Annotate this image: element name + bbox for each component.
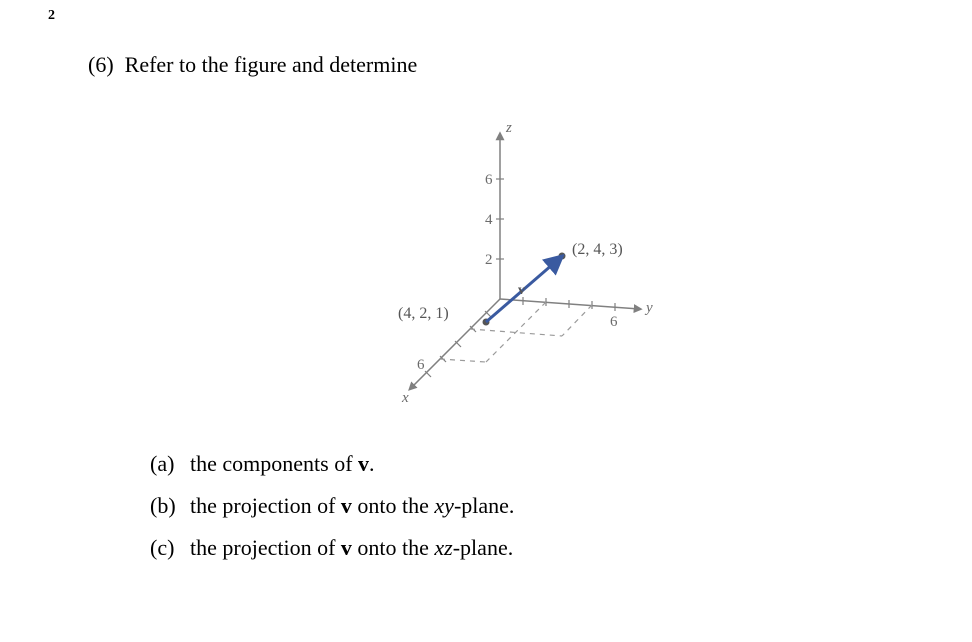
z-axis-label: z [505,120,512,136]
vector-label: v [518,283,525,298]
problem-prompt: Refer to the figure and determine [125,52,418,77]
y-axis-label: y [644,300,653,316]
subpart-c-prefix: the projection of [190,535,341,560]
subpart-b-suffix: -plane. [454,493,514,518]
guide-lines [440,302,592,362]
problem-heading: (6) Refer to the figure and determine [88,52,912,78]
z-tick-label-2: 2 [485,252,493,268]
z-tick-label-4: 4 [485,212,493,228]
subpart-a-v: v [358,451,369,476]
subpart-c-plane: xz [434,535,452,560]
tail-point-label: (4, 2, 1) [398,305,449,322]
subpart-b-prefix: the projection of [190,493,341,518]
x-axis-label: x [401,390,409,406]
subpart-c-text: the projection of v onto the xz-plane. [190,527,513,569]
problem-block: (6) Refer to the figure and determine [88,52,912,568]
head-point-label: (2, 4, 3) [572,241,623,258]
y-axis [500,299,640,309]
subpart-b: (b) the projection of v onto the xy-plan… [150,485,912,527]
subpart-a-suffix: . [369,451,375,476]
subpart-c-v: v [341,535,352,560]
subpart-b-text: the projection of v onto the xy-plane. [190,485,514,527]
subpart-b-plane: xy [434,493,454,518]
subpart-c-suffix: -plane. [453,535,513,560]
subpart-b-mid: onto the [352,493,435,518]
subpart-a-prefix: the components of [190,451,358,476]
subpart-c-mid: onto the [352,535,435,560]
z-tick-label-6: 6 [485,172,493,188]
subpart-b-v: v [341,493,352,518]
problem-number: (6) [88,52,114,77]
subpart-c-label: (c) [150,527,190,569]
subparts: (a) the components of v. (b) the project… [150,443,912,568]
figure-3d-axes: 2 4 6 z 6 y [320,104,680,419]
x-tick-label-6: 6 [417,357,425,373]
subpart-a-text: the components of v. [190,443,375,485]
y-tick-label-6: 6 [610,314,618,330]
subpart-b-label: (b) [150,485,190,527]
subpart-a: (a) the components of v. [150,443,912,485]
subpart-a-label: (a) [150,443,190,485]
subpart-c: (c) the projection of v onto the xz-plan… [150,527,912,569]
figure-container: 2 4 6 z 6 y [88,104,912,419]
y-ticks [523,297,615,311]
page-number: 2 [48,8,55,24]
